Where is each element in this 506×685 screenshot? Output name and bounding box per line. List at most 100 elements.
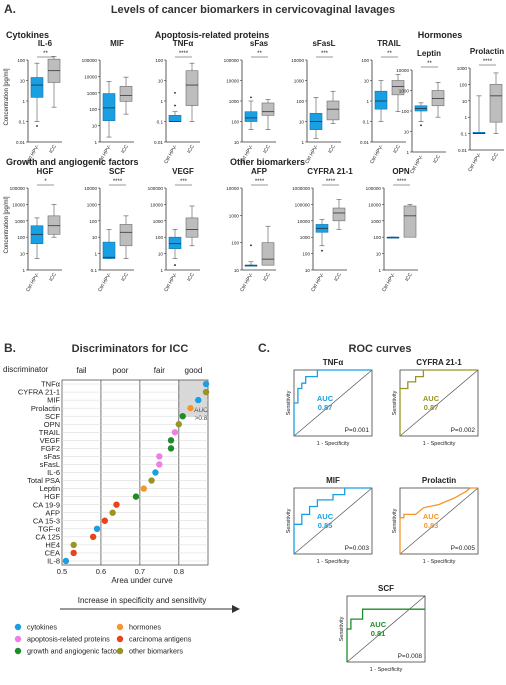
significance-label: **** bbox=[326, 179, 336, 185]
boxplot-title: OPN bbox=[392, 167, 410, 176]
discriminator-label-ca-19-9: CA 19-9 bbox=[33, 500, 60, 509]
x-tick-label: Ctrl HPV- bbox=[467, 152, 483, 173]
band-label-good: good bbox=[185, 366, 203, 375]
roc-diagonal bbox=[346, 595, 426, 663]
box-ctrl bbox=[102, 241, 116, 259]
y-tick-label: 10 bbox=[299, 120, 305, 125]
auc-point-prolactin bbox=[187, 404, 194, 412]
auc-point-ca-15-3 bbox=[101, 517, 109, 524]
roc-curve bbox=[399, 487, 478, 554]
auc-point-opn bbox=[175, 421, 182, 428]
roc-diagonal bbox=[293, 369, 373, 437]
boxplot-title: SCF bbox=[109, 167, 125, 176]
y-tick-label: 1000 bbox=[87, 91, 98, 96]
discriminator-label-ca-125: CA 125 bbox=[35, 532, 60, 541]
group-label-growth: Growth and angiogenic factors bbox=[6, 157, 139, 167]
y-tick-label: 10000 bbox=[12, 202, 25, 207]
roc-p-value: P=0.005 bbox=[451, 545, 476, 552]
roc-auc-value: 0.87 bbox=[318, 403, 333, 412]
y-tick-label: 1 bbox=[464, 115, 467, 120]
y-tick-label: 1000000 bbox=[292, 186, 310, 191]
auc-x-tick: 0.7 bbox=[135, 567, 145, 576]
roc-diagonal bbox=[399, 487, 479, 555]
box-icc bbox=[403, 205, 417, 238]
auc-x-tick: 0.8 bbox=[174, 567, 184, 576]
x-tick-label: Ctrl HPV- bbox=[25, 272, 41, 293]
y-tick-label: 10 bbox=[20, 252, 26, 257]
discriminator-label-il-6: IL-6 bbox=[47, 468, 60, 477]
group-label-hormones: Hormones bbox=[418, 30, 463, 40]
y-tick-label: 100 bbox=[231, 120, 239, 125]
y-tick-label: 0.1 bbox=[91, 268, 98, 273]
roc-title: TNFα bbox=[323, 358, 344, 367]
discriminator-label-sfas: sFas bbox=[44, 452, 61, 461]
significance-label: **** bbox=[483, 59, 493, 65]
auc-point-il-6 bbox=[152, 469, 159, 476]
legend: cytokines hormones apoptosis-related prote… bbox=[14, 623, 192, 656]
y-tick-label: 100 bbox=[89, 107, 97, 112]
roc-xlabel: 1 - Specificity bbox=[370, 667, 403, 673]
discriminator-label-fgf2: FGF2 bbox=[41, 444, 60, 453]
discriminator-label-hgf: HGF bbox=[44, 492, 60, 501]
roc-auc-value: 0.87 bbox=[424, 403, 439, 412]
outlier-point bbox=[174, 91, 176, 94]
boxplot-title: CYFRA 21-1 bbox=[307, 167, 353, 176]
y-tick-label: 1000 bbox=[229, 99, 240, 104]
band-label-poor: poor bbox=[112, 366, 128, 375]
boxplot-title: HGF bbox=[37, 167, 54, 176]
y-tick-label: 10 bbox=[234, 268, 240, 273]
legend-dot-hormones bbox=[116, 623, 124, 631]
x-tick-label: Ctrl HPV- bbox=[304, 144, 320, 165]
roc-title: CYFRA 21-1 bbox=[416, 358, 462, 367]
boxplot-sfasl: sFasL 10000 1000 100 10 1 *** Ctrl HPV- ICC bbox=[291, 39, 341, 165]
roc-title: Prolactin bbox=[422, 476, 456, 485]
y-tick-label: 10 bbox=[364, 79, 370, 84]
legend-dot-growth-and-angiogenic-factors bbox=[14, 647, 22, 655]
y-tick-label: 1 bbox=[301, 140, 304, 145]
roc-auc-value: 0.85 bbox=[318, 521, 333, 530]
roc-ylabel: Sensitivity bbox=[339, 616, 345, 641]
x-tick-label: ICC bbox=[490, 152, 500, 163]
roc-auc-word: AUC bbox=[423, 512, 440, 521]
auc-point-tgf bbox=[93, 525, 101, 533]
significance-label: ** bbox=[43, 51, 48, 57]
panel-b-title: Discriminators for ICC bbox=[72, 343, 189, 355]
auc-point-afp bbox=[109, 509, 116, 516]
y-tick-label: 0.1 bbox=[461, 132, 468, 137]
y-tick-label: 1000 bbox=[294, 79, 305, 84]
y-tick-label: 1 bbox=[160, 99, 163, 104]
y-tick-label: 10000 bbox=[226, 186, 239, 191]
auc-point-sfas bbox=[156, 453, 163, 460]
x-tick-label: Ctrl HPV- bbox=[163, 144, 179, 165]
y-axis-label-row1: Concentration [pg/ml] bbox=[4, 68, 10, 125]
y-tick-label: 10 bbox=[20, 79, 26, 84]
y-tick-label: 1 bbox=[406, 150, 409, 155]
y-tick-label: 1 bbox=[366, 99, 369, 104]
discriminator-label-cea: CEA bbox=[45, 549, 60, 558]
y-tick-label: 100000 bbox=[82, 58, 98, 63]
band-label-fair: fair bbox=[154, 366, 165, 375]
significance-label: ** bbox=[257, 51, 262, 57]
auc-point-mif bbox=[195, 396, 202, 404]
roc-diagonal bbox=[399, 369, 479, 437]
legend-label-growth-and-angiogenic-factors: growth and angiogenic factors bbox=[27, 647, 123, 656]
discriminator-label-cyfra-21-1: CYFRA 21-1 bbox=[18, 388, 60, 397]
auc-point-trail bbox=[171, 429, 179, 436]
y-tick-label: 10 bbox=[376, 252, 382, 257]
auc-xlabel: Area under curve bbox=[111, 576, 173, 585]
discriminator-label-vegf: VEGF bbox=[40, 436, 61, 445]
roc-frame bbox=[293, 487, 373, 555]
y-tick-label: 100 bbox=[17, 58, 25, 63]
outlier-point bbox=[174, 104, 176, 107]
y-tick-label: 100000 bbox=[224, 58, 240, 63]
y-tick-label: 10000 bbox=[150, 202, 163, 207]
legend-label-carcinoma-antigens: carcinoma antigens bbox=[129, 635, 192, 644]
boxplot-title: sFas bbox=[250, 39, 269, 48]
discriminator-label-sfasl: sFasL bbox=[40, 460, 60, 469]
auc-threshold-shade bbox=[178, 380, 208, 417]
y-tick-label: 1 bbox=[378, 268, 381, 273]
box-ctrl bbox=[244, 111, 258, 122]
